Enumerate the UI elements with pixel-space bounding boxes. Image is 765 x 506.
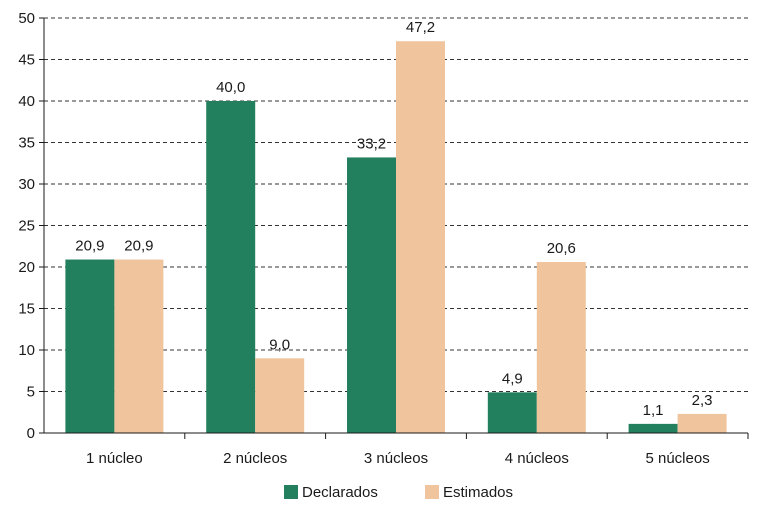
y-tick-label: 50 [18, 10, 35, 27]
data-label: 20,9 [124, 238, 153, 255]
data-label: 40,0 [216, 79, 245, 96]
data-label: 33,2 [357, 135, 386, 152]
x-category-label: 4 núcleos [505, 450, 569, 467]
y-tick-label: 25 [18, 218, 35, 235]
data-labels: 20,9 20,9 40,0 9,0 33,2 47,2 4,9 20,6 1,1 2,3 [75, 19, 712, 419]
bar-declarados [206, 101, 256, 433]
bar-declarados [487, 392, 537, 433]
data-label: 47,2 [406, 19, 435, 36]
data-label: 4,9 [502, 370, 523, 387]
data-label: 1,1 [643, 402, 664, 419]
y-tick-label: 5 [27, 384, 35, 401]
data-label: 2,3 [692, 392, 713, 409]
bar-estimados [114, 259, 164, 433]
x-category-label: 2 núcleos [223, 450, 287, 467]
x-category-label: 1 núcleo [86, 450, 143, 467]
legend-label: Estimados [443, 484, 513, 501]
y-tick-label: 0 [27, 425, 35, 442]
bars [65, 41, 727, 434]
y-tick-label: 45 [18, 52, 35, 69]
legend-swatch-estimados [425, 485, 439, 499]
x-category-label: 5 núcleos [645, 450, 709, 467]
y-tick-label: 10 [18, 342, 35, 359]
data-label: 20,6 [547, 240, 576, 257]
y-tick-label: 35 [18, 135, 35, 152]
bar-declarados [347, 157, 396, 433]
legend: Declarados Estimados [284, 484, 513, 501]
legend-label: Declarados [302, 484, 378, 501]
y-tick-label: 30 [18, 176, 35, 193]
data-label: 20,9 [75, 238, 104, 255]
y-tick-label: 15 [18, 301, 35, 318]
bar-estimados [255, 358, 305, 433]
x-axis: 1 núcleo 2 núcleos 3 núcleos 4 núcleos 5 núc… [44, 432, 749, 467]
bar-declarados [628, 423, 678, 433]
y-axis: 0 5 10 15 20 25 30 35 40 45 50 [18, 10, 45, 442]
y-tick-label: 40 [18, 93, 35, 110]
bar-declarados [65, 259, 115, 433]
y-tick-label: 20 [18, 259, 35, 276]
bar-estimados [396, 41, 445, 434]
bar-estimados [536, 262, 586, 433]
legend-swatch-declarados [284, 485, 298, 499]
data-label: 9,0 [269, 336, 290, 353]
bar-estimados [677, 413, 727, 433]
x-category-label: 3 núcleos [364, 450, 428, 467]
